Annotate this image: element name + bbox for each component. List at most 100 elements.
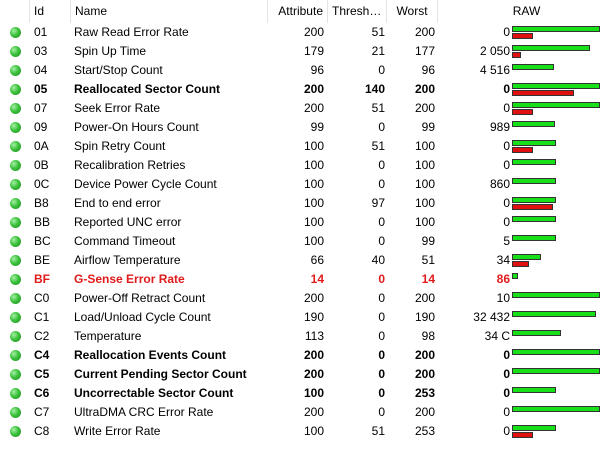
table-row[interactable]: C5 Current Pending Sector Count 200 0 200 0 bbox=[0, 365, 615, 384]
table-row[interactable]: B8 End to end error 100 97 100 0 bbox=[0, 194, 615, 213]
worst-value: 98 bbox=[421, 329, 435, 343]
threshold-level-bar bbox=[512, 109, 533, 115]
attribute-name: Raw Read Error Rate bbox=[74, 25, 189, 39]
worst-column-header[interactable]: Worst bbox=[387, 0, 438, 23]
attribute-id: BF bbox=[34, 272, 50, 286]
status-ok-icon bbox=[10, 274, 21, 285]
name-column-header[interactable]: Name bbox=[71, 0, 268, 23]
attribute-name: Device Power Cycle Count bbox=[74, 177, 217, 191]
raw-value: 0 bbox=[503, 424, 510, 438]
table-row[interactable]: 03 Spin Up Time 179 21 177 2 050 bbox=[0, 42, 615, 61]
worst-value: 253 bbox=[414, 424, 435, 438]
raw-value: 0 bbox=[503, 82, 510, 96]
raw-value: 34 C bbox=[484, 329, 510, 343]
threshold-level-bar bbox=[512, 90, 574, 96]
attribute-level-bar bbox=[512, 273, 518, 279]
attribute-value: 200 bbox=[303, 25, 324, 39]
attribute-level-bar bbox=[512, 349, 600, 355]
attribute-id: 0A bbox=[34, 139, 49, 153]
attribute-id: C4 bbox=[34, 348, 50, 362]
table-row[interactable]: C4 Reallocation Events Count 200 0 200 0 bbox=[0, 346, 615, 365]
worst-value: 190 bbox=[414, 310, 435, 324]
table-row[interactable]: 07 Seek Error Rate 200 51 200 0 bbox=[0, 99, 615, 118]
table-row[interactable]: BC Command Timeout 100 0 99 5 bbox=[0, 232, 615, 251]
status-ok-icon bbox=[10, 426, 21, 437]
raw-value: 32 432 bbox=[473, 310, 510, 324]
worst-value: 200 bbox=[414, 25, 435, 39]
status-ok-icon bbox=[10, 369, 21, 380]
table-row[interactable]: 09 Power-On Hours Count 99 0 99 989 bbox=[0, 118, 615, 137]
threshold-value: 0 bbox=[378, 310, 385, 324]
attribute-value: 100 bbox=[303, 196, 324, 210]
attribute-name: Reported UNC error bbox=[74, 215, 182, 229]
worst-value: 99 bbox=[421, 120, 435, 134]
worst-value: 100 bbox=[414, 196, 435, 210]
attribute-name: Airflow Temperature bbox=[74, 253, 181, 267]
attribute-name: Uncorrectable Sector Count bbox=[74, 386, 234, 400]
threshold-value: 0 bbox=[378, 120, 385, 134]
attribute-level-bar bbox=[512, 102, 600, 108]
threshold-value: 21 bbox=[371, 44, 385, 58]
status-column-header[interactable] bbox=[0, 0, 30, 23]
table-row[interactable]: C2 Temperature 113 0 98 34 C bbox=[0, 327, 615, 346]
table-row[interactable]: 0B Recalibration Retries 100 0 100 0 bbox=[0, 156, 615, 175]
raw-value: 0 bbox=[503, 25, 510, 39]
threshold-value: 40 bbox=[371, 253, 385, 267]
attribute-id: C7 bbox=[34, 405, 50, 419]
attribute-column-header[interactable]: Attribute bbox=[268, 0, 328, 23]
raw-value: 0 bbox=[503, 348, 510, 362]
attribute-name: Seek Error Rate bbox=[74, 101, 161, 115]
attribute-level-bar bbox=[512, 45, 590, 51]
threshold-value: 51 bbox=[371, 25, 385, 39]
threshold-value: 0 bbox=[378, 367, 385, 381]
attribute-level-bar bbox=[512, 406, 600, 412]
table-row[interactable]: C8 Write Error Rate 100 51 253 0 bbox=[0, 422, 615, 441]
status-ok-icon bbox=[10, 388, 21, 399]
status-ok-icon bbox=[10, 103, 21, 114]
status-ok-icon bbox=[10, 141, 21, 152]
raw-value: 0 bbox=[503, 367, 510, 381]
table-row[interactable]: C1 Load/Unload Cycle Count 190 0 190 32 432 bbox=[0, 308, 615, 327]
threshold-level-bar bbox=[512, 261, 529, 267]
attribute-id: B8 bbox=[34, 196, 49, 210]
worst-value: 200 bbox=[414, 405, 435, 419]
attribute-value: 14 bbox=[310, 272, 324, 286]
raw-value: 5 bbox=[503, 234, 510, 248]
table-row[interactable]: 0C Device Power Cycle Count 100 0 100 860 bbox=[0, 175, 615, 194]
attribute-name: Start/Stop Count bbox=[74, 63, 163, 77]
table-row[interactable]: C7 UltraDMA CRC Error Rate 200 0 200 0 bbox=[0, 403, 615, 422]
table-row[interactable]: C6 Uncorrectable Sector Count 100 0 253 0 bbox=[0, 384, 615, 403]
table-row[interactable]: 05 Reallocated Sector Count 200 140 200 0 bbox=[0, 80, 615, 99]
table-row[interactable]: C0 Power-Off Retract Count 200 0 200 10 bbox=[0, 289, 615, 308]
threshold-level-bar bbox=[512, 432, 533, 438]
table-row[interactable]: 0A Spin Retry Count 100 51 100 0 bbox=[0, 137, 615, 156]
worst-value: 96 bbox=[421, 63, 435, 77]
attribute-level-bar bbox=[512, 121, 555, 127]
status-ok-icon bbox=[10, 293, 21, 304]
worst-value: 51 bbox=[421, 253, 435, 267]
worst-value: 100 bbox=[414, 158, 435, 172]
table-row[interactable]: 04 Start/Stop Count 96 0 96 4 516 bbox=[0, 61, 615, 80]
table-row[interactable]: BF G-Sense Error Rate 14 0 14 86 bbox=[0, 270, 615, 289]
raw-column-header[interactable]: RAW bbox=[512, 4, 541, 18]
worst-value: 200 bbox=[414, 291, 435, 305]
table-row[interactable]: 01 Raw Read Error Rate 200 51 200 0 bbox=[0, 23, 615, 42]
table-row[interactable]: BE Airflow Temperature 66 40 51 34 bbox=[0, 251, 615, 270]
worst-value: 100 bbox=[414, 177, 435, 191]
status-ok-icon bbox=[10, 236, 21, 247]
status-ok-icon bbox=[10, 65, 21, 76]
attribute-level-bar bbox=[512, 254, 541, 260]
threshold-value: 140 bbox=[364, 82, 385, 96]
threshold-value: 0 bbox=[378, 158, 385, 172]
status-ok-icon bbox=[10, 46, 21, 57]
table-row[interactable]: BB Reported UNC error 100 0 100 0 bbox=[0, 213, 615, 232]
worst-value: 200 bbox=[414, 367, 435, 381]
attribute-value: 66 bbox=[310, 253, 324, 267]
attribute-name: Reallocated Sector Count bbox=[74, 82, 221, 96]
id-column-header[interactable]: Id bbox=[30, 0, 71, 23]
threshold-column-header[interactable]: Thresh… bbox=[328, 0, 387, 23]
threshold-value: 0 bbox=[378, 291, 385, 305]
attribute-name: Spin Retry Count bbox=[74, 139, 166, 153]
worst-value: 200 bbox=[414, 101, 435, 115]
status-ok-icon bbox=[10, 217, 21, 228]
